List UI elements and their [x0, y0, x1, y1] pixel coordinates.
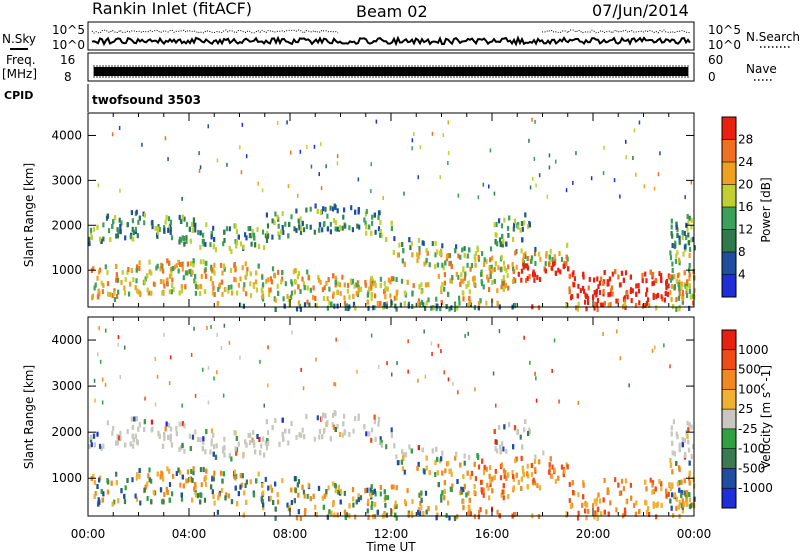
plot-area	[88, 317, 694, 516]
plot-area	[88, 113, 694, 307]
power-panel: 1000 2000 3000 4000	[51, 112, 696, 312]
nave-trace	[93, 65, 689, 78]
noise-right-tick-bottom: 10^0	[708, 38, 741, 52]
power-colorbar-swatch	[722, 162, 736, 185]
y-tick-label: 3000	[51, 379, 82, 393]
beam-title: Beam 02	[356, 2, 428, 21]
power-colorbar-tick-label: 8	[738, 245, 746, 259]
power-colorbar: 4 8 12 16 20 24 28	[721, 116, 753, 298]
y-ticks: 1000 2000 3000 4000	[51, 333, 694, 485]
x-axis-label: Time UT	[365, 540, 416, 554]
cpid-label: CPID	[4, 89, 33, 102]
y-tick-label: 3000	[51, 173, 82, 187]
velocity-colorbar-swatch	[722, 389, 736, 410]
noise-right-tick-top: 10^5	[708, 23, 741, 37]
velocity-colorbar-swatch	[722, 468, 736, 489]
velocity-colorbar-frame	[721, 329, 737, 509]
power-colorbar-tick-label: 20	[738, 178, 753, 192]
freq-right-tick-bottom: 0	[708, 70, 716, 84]
power-colorbar-tick-label: 24	[738, 155, 753, 169]
velocity-colorbar-tick-label: -1000	[738, 481, 773, 495]
velocity-colorbar-tick-label: -100	[738, 442, 765, 456]
freq-unit-label: [MHz]	[2, 67, 37, 81]
freq-traces	[93, 65, 689, 78]
power-colorbar-swatch	[722, 252, 736, 275]
x-tick-label: 12:00	[374, 527, 409, 541]
cpid-value: twofsound 3503	[92, 93, 201, 107]
y-tick-label: 2000	[51, 425, 82, 439]
x-tick-label: 16:00	[475, 527, 510, 541]
velocity-colorbar-tick-label: 25	[738, 402, 753, 416]
y-tick-label: 1000	[51, 263, 82, 277]
x-tick-labels: 00:00 04:00 08:00 12:00 16:00 20:00 00:00	[71, 527, 712, 541]
noise-strip-frame	[87, 21, 695, 51]
power-colorbar-tick-label: 12	[738, 223, 753, 237]
x-tick-label: 00:00	[71, 527, 106, 541]
x-ticks	[87, 317, 695, 516]
power-colorbar-label: Power [dB]	[759, 177, 773, 242]
velocity-colorbar-swatch	[722, 369, 736, 390]
freq-right-tick-top: 60	[708, 53, 723, 67]
freq-label: Freq.	[6, 53, 36, 67]
velocity-colorbar-tick-label: 500	[738, 363, 761, 377]
power-colorbar-swatch	[722, 139, 736, 162]
velocity-colorbar-tick-label: 100	[738, 382, 761, 396]
x-tick-label: 00:00	[677, 527, 712, 541]
x-tick-label: 08:00	[273, 527, 308, 541]
x-tick-label: 04:00	[172, 527, 207, 541]
power-y-axis-label: Slant Range [km]	[22, 163, 36, 267]
noise-left-tick-top: 10^5	[52, 23, 85, 37]
power-echo-cells	[88, 117, 696, 312]
x-ticks	[87, 113, 695, 307]
power-colorbar-swatch	[722, 117, 736, 140]
velocity-colorbar-swatch	[722, 330, 736, 350]
velocity-colorbar-swatch	[722, 409, 736, 429]
freq-left-tick-top: 16	[60, 53, 75, 67]
station-title: Rankin Inlet (fitACF)	[92, 0, 252, 18]
velocity-colorbar-label: Velocity [m s^-1]	[759, 365, 773, 469]
nsky-label: N.Sky	[2, 32, 36, 46]
y-tick-label: 4000	[51, 128, 82, 142]
nsearch-trace	[91, 29, 691, 34]
velocity-panel: 1000 2000 3000 4000	[51, 316, 696, 521]
y-tick-label: 2000	[51, 218, 82, 232]
nsearch-label: N.Search	[746, 30, 800, 44]
power-colorbar-tick-label: 16	[738, 200, 753, 214]
nsky-trace	[91, 35, 691, 47]
power-colorbar-swatch	[722, 207, 736, 230]
power-colorbar-swatch	[722, 184, 736, 207]
velocity-colorbar-swatch	[722, 349, 736, 370]
date-title: 07/Jun/2014	[592, 1, 689, 20]
power-colorbar-tick-label: 4	[738, 268, 746, 282]
power-colorbar-swatch	[722, 229, 736, 252]
velocity-colorbar-swatch	[722, 448, 736, 469]
noise-traces	[91, 29, 691, 47]
nave-label: Nave	[746, 62, 777, 76]
y-tick-label: 4000	[51, 333, 82, 347]
noise-left-tick-bottom: 10^0	[52, 38, 85, 52]
velocity-colorbar-swatch	[722, 488, 736, 508]
velocity-colorbar-tick-label: -25	[738, 422, 758, 436]
freq-strip-frame	[87, 52, 695, 82]
velocity-colorbar: -1000 -500 -100 -25 25 100 500 1000	[721, 329, 773, 509]
power-colorbar-tick-label: 28	[738, 133, 753, 147]
freq-left-tick-bottom: 8	[64, 70, 72, 84]
velocity-y-axis-label: Slant Range [km]	[22, 365, 36, 469]
x-tick-label: 20:00	[576, 527, 611, 541]
velocity-colorbar-tick-label: -500	[738, 461, 765, 475]
power-colorbar-swatch	[722, 274, 736, 297]
velocity-colorbar-swatch	[722, 428, 736, 449]
y-tick-label: 1000	[51, 471, 82, 485]
velocity-colorbar-tick-label: 1000	[738, 343, 769, 357]
y-ticks: 1000 2000 3000 4000	[51, 128, 694, 277]
